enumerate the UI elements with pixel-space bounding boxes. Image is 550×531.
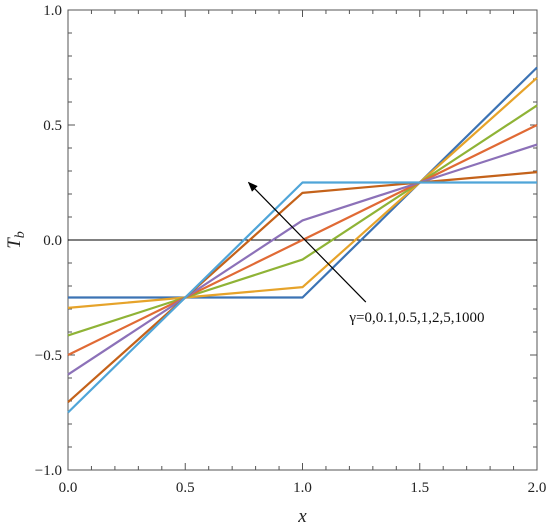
x-tick-label: 0.0	[59, 480, 78, 496]
series-layer	[67, 66, 538, 414]
series-line-2	[67, 77, 538, 309]
series-line-3	[67, 104, 538, 337]
annotation-arrow	[247, 181, 367, 303]
y-tick-label: −0.5	[35, 348, 62, 364]
series-line-7	[67, 181, 537, 414]
y-tick-label: 0.0	[43, 233, 62, 249]
y-axis-title: Tb	[4, 231, 28, 249]
x-tick-label: 1.5	[410, 480, 429, 496]
y-tick-label: 0.5	[43, 118, 62, 134]
series-line-6	[67, 171, 538, 403]
y-axis-title-sub: b	[13, 231, 28, 238]
series-line-5	[67, 143, 538, 376]
x-tick-label: 1.0	[293, 480, 312, 496]
series-line-1	[68, 66, 538, 299]
tick-labels: 0.0 0.5 1.0 1.5 2.0 −1.0 −0.5 0.0 0.5 1.0	[35, 3, 547, 496]
x-tick-label: 0.5	[176, 480, 195, 496]
y-tick-label: −1.0	[35, 463, 62, 479]
x-tick-label: 2.0	[528, 480, 547, 496]
annotation-label: γ=0,0.1,0.5,1,2,5,1000	[348, 310, 484, 326]
y-tick-label: 1.0	[43, 3, 62, 19]
x-axis-title: x	[297, 506, 307, 527]
y-axis-title-main: T	[4, 237, 25, 249]
series-line-4	[67, 124, 538, 356]
